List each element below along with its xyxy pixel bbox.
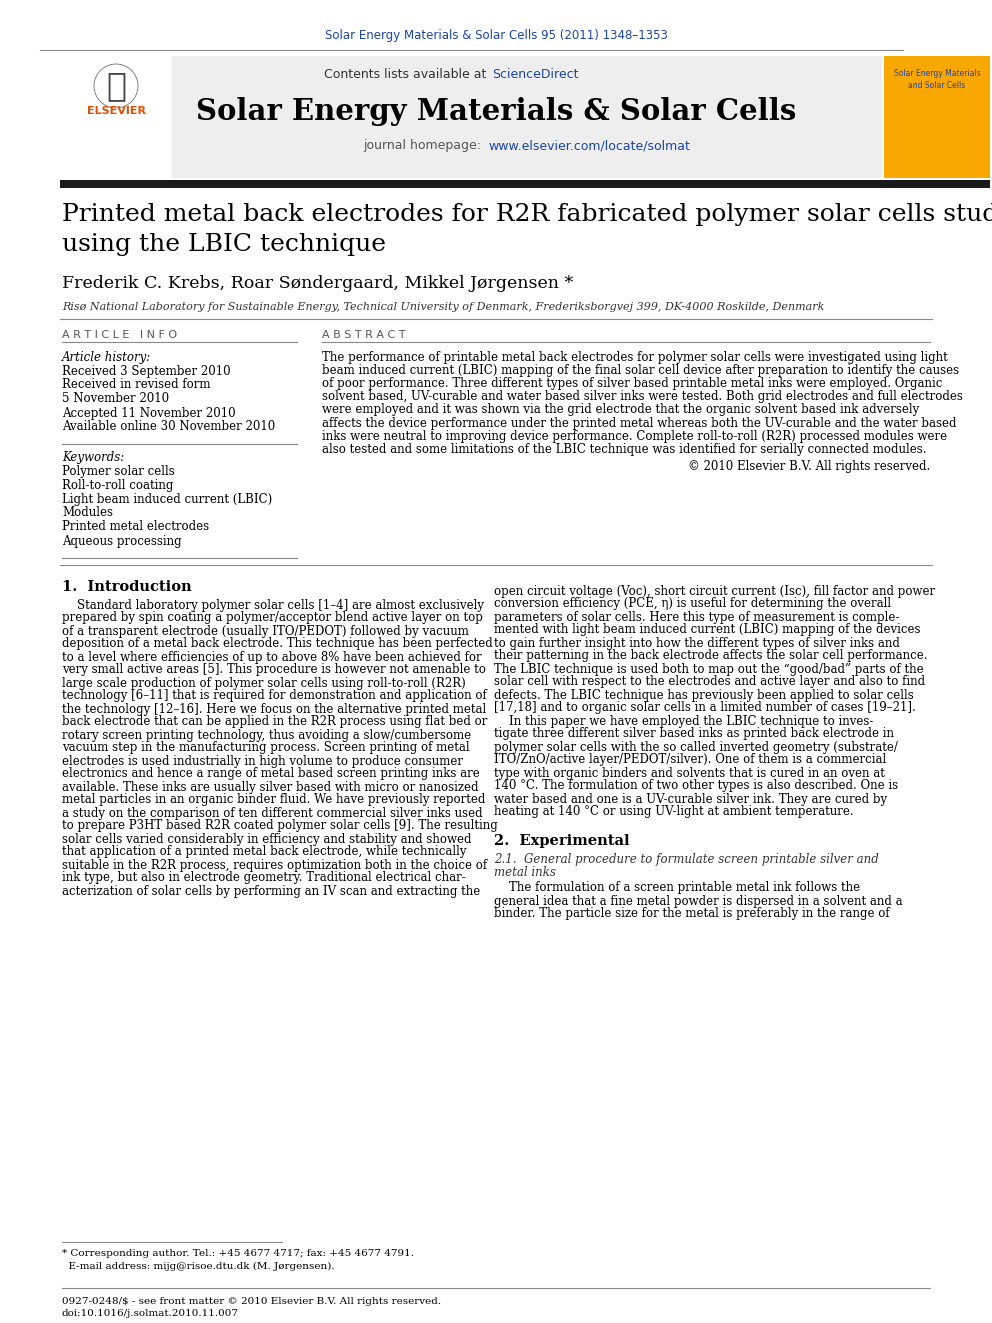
Text: conversion efficiency (PCE, η) is useful for determining the overall: conversion efficiency (PCE, η) is useful… — [494, 598, 891, 610]
Text: vacuum step in the manufacturing process. Screen printing of metal: vacuum step in the manufacturing process… — [62, 741, 469, 754]
Text: solvent based, UV-curable and water based silver inks were tested. Both grid ele: solvent based, UV-curable and water base… — [322, 390, 963, 404]
Text: prepared by spin coating a polymer/acceptor blend active layer on top: prepared by spin coating a polymer/accep… — [62, 611, 483, 624]
Text: 1.  Introduction: 1. Introduction — [62, 579, 191, 594]
Text: journal homepage:: journal homepage: — [363, 139, 485, 152]
Text: 2.1.  General procedure to formulate screen printable silver and: 2.1. General procedure to formulate scre… — [494, 852, 879, 865]
Text: Modules: Modules — [62, 507, 113, 520]
Text: E-mail address: mijg@risoe.dtu.dk (M. Jørgensen).: E-mail address: mijg@risoe.dtu.dk (M. Jø… — [62, 1261, 334, 1270]
Text: Polymer solar cells: Polymer solar cells — [62, 464, 175, 478]
Text: ink type, but also in electrode geometry. Traditional electrical char-: ink type, but also in electrode geometry… — [62, 872, 466, 885]
Text: to prepare P3HT based R2R coated polymer solar cells [9]. The resulting: to prepare P3HT based R2R coated polymer… — [62, 819, 498, 832]
Text: water based and one is a UV-curable silver ink. They are cured by: water based and one is a UV-curable silv… — [494, 792, 887, 806]
Text: Risø National Laboratory for Sustainable Energy, Technical University of Denmark: Risø National Laboratory for Sustainable… — [62, 302, 824, 312]
Text: acterization of solar cells by performing an IV scan and extracting the: acterization of solar cells by performin… — [62, 885, 480, 897]
Bar — [60, 56, 172, 179]
Text: beam induced current (LBIC) mapping of the final solar cell device after prepara: beam induced current (LBIC) mapping of t… — [322, 364, 959, 377]
Text: Received in revised form: Received in revised form — [62, 378, 210, 392]
Text: general idea that a fine metal powder is dispersed in a solvent and a: general idea that a fine metal powder is… — [494, 894, 903, 908]
Text: 5 November 2010: 5 November 2010 — [62, 393, 169, 406]
Text: metal particles in an organic binder fluid. We have previously reported: metal particles in an organic binder flu… — [62, 794, 485, 807]
Text: Printed metal electrodes: Printed metal electrodes — [62, 520, 209, 533]
Text: very small active areas [5]. This procedure is however not amenable to: very small active areas [5]. This proced… — [62, 664, 486, 676]
Text: defects. The LBIC technique has previously been applied to solar cells: defects. The LBIC technique has previous… — [494, 688, 914, 701]
Text: Standard laboratory polymer solar cells [1–4] are almost exclusively: Standard laboratory polymer solar cells … — [62, 598, 484, 611]
Text: A R T I C L E   I N F O: A R T I C L E I N F O — [62, 329, 178, 340]
Text: were employed and it was shown via the grid electrode that the organic solvent b: were employed and it was shown via the g… — [322, 404, 920, 417]
Text: Contents lists available at: Contents lists available at — [323, 67, 490, 81]
Text: A B S T R A C T: A B S T R A C T — [322, 329, 406, 340]
Text: suitable in the R2R process, requires optimization both in the choice of: suitable in the R2R process, requires op… — [62, 859, 487, 872]
Text: tigate three different silver based inks as printed back electrode in: tigate three different silver based inks… — [494, 728, 894, 741]
Text: electronics and hence a range of metal based screen printing inks are: electronics and hence a range of metal b… — [62, 767, 480, 781]
Text: The LBIC technique is used both to map out the “good/bad” parts of the: The LBIC technique is used both to map o… — [494, 663, 924, 676]
Text: to a level where efficiencies of up to above 8% have been achieved for: to a level where efficiencies of up to a… — [62, 651, 482, 664]
Text: binder. The particle size for the metal is preferably in the range of: binder. The particle size for the metal … — [494, 908, 890, 921]
Text: using the LBIC technique: using the LBIC technique — [62, 233, 386, 257]
Text: ELSEVIER: ELSEVIER — [86, 106, 146, 116]
Text: heating at 140 °C or using UV-light at ambient temperature.: heating at 140 °C or using UV-light at a… — [494, 806, 854, 819]
Text: parameters of solar cells. Here this type of measurement is comple-: parameters of solar cells. Here this typ… — [494, 610, 900, 623]
Bar — [884, 56, 990, 179]
Text: 2.  Experimental: 2. Experimental — [494, 833, 630, 848]
Text: of poor performance. Three different types of silver based printable metal inks : of poor performance. Three different typ… — [322, 377, 942, 390]
Text: that application of a printed metal back electrode, while technically: that application of a printed metal back… — [62, 845, 466, 859]
Text: The performance of printable metal back electrodes for polymer solar cells were : The performance of printable metal back … — [322, 351, 947, 364]
Bar — [60, 180, 990, 188]
Text: solar cells varied considerably in efficiency and stability and showed: solar cells varied considerably in effic… — [62, 832, 471, 845]
Text: of a transparent electrode (usually ITO/PEDOT) followed by vacuum: of a transparent electrode (usually ITO/… — [62, 624, 469, 638]
Text: ITO/ZnO/active layer/PEDOT/silver). One of them is a commercial: ITO/ZnO/active layer/PEDOT/silver). One … — [494, 754, 886, 766]
Text: Keywords:: Keywords: — [62, 451, 124, 463]
Text: * Corresponding author. Tel.: +45 4677 4717; fax: +45 4677 4791.: * Corresponding author. Tel.: +45 4677 4… — [62, 1249, 414, 1258]
Text: 0927-0248/$ - see front matter © 2010 Elsevier B.V. All rights reserved.: 0927-0248/$ - see front matter © 2010 El… — [62, 1297, 441, 1306]
Text: to gain further insight into how the different types of silver inks and: to gain further insight into how the dif… — [494, 636, 900, 650]
Text: back electrode that can be applied in the R2R process using flat bed or: back electrode that can be applied in th… — [62, 716, 487, 729]
Text: open circuit voltage (Voc), short circuit current (Isc), fill factor and power: open circuit voltage (Voc), short circui… — [494, 585, 935, 598]
Text: type with organic binders and solvents that is cured in an oven at: type with organic binders and solvents t… — [494, 766, 885, 779]
Text: also tested and some limitations of the LBIC technique was identified for serial: also tested and some limitations of the … — [322, 443, 927, 456]
Text: mented with light beam induced current (LBIC) mapping of the devices: mented with light beam induced current (… — [494, 623, 921, 636]
Text: their patterning in the back electrode affects the solar cell performance.: their patterning in the back electrode a… — [494, 650, 928, 663]
Bar — [60, 56, 882, 179]
Text: Accepted 11 November 2010: Accepted 11 November 2010 — [62, 406, 236, 419]
Text: available. These inks are usually silver based with micro or nanosized: available. These inks are usually silver… — [62, 781, 478, 794]
Text: metal inks: metal inks — [494, 865, 556, 878]
Text: The formulation of a screen printable metal ink follows the: The formulation of a screen printable me… — [494, 881, 860, 894]
Text: Solar Energy Materials: Solar Energy Materials — [894, 70, 980, 78]
Text: Received 3 September 2010: Received 3 September 2010 — [62, 365, 230, 377]
Text: 140 °C. The formulation of two other types is also described. One is: 140 °C. The formulation of two other typ… — [494, 779, 898, 792]
Text: deposition of a metal back electrode. This technique has been perfected: deposition of a metal back electrode. Th… — [62, 638, 493, 651]
Text: Solar Energy Materials & Solar Cells: Solar Energy Materials & Solar Cells — [195, 97, 797, 126]
Text: © 2010 Elsevier B.V. All rights reserved.: © 2010 Elsevier B.V. All rights reserved… — [687, 460, 930, 474]
Text: electrodes is used industrially in high volume to produce consumer: electrodes is used industrially in high … — [62, 754, 463, 767]
Text: rotary screen printing technology, thus avoiding a slow/cumbersome: rotary screen printing technology, thus … — [62, 729, 471, 741]
Text: Article history:: Article history: — [62, 351, 151, 364]
Text: In this paper we have employed the LBIC technique to inves-: In this paper we have employed the LBIC … — [494, 714, 873, 728]
Text: Light beam induced current (LBIC): Light beam induced current (LBIC) — [62, 492, 272, 505]
Text: large scale production of polymer solar cells using roll-to-roll (R2R): large scale production of polymer solar … — [62, 676, 466, 689]
Text: solar cell with respect to the electrodes and active layer and also to find: solar cell with respect to the electrode… — [494, 676, 926, 688]
Text: Roll-to-roll coating: Roll-to-roll coating — [62, 479, 174, 492]
Text: inks were neutral to improving device performance. Complete roll-to-roll (R2R) p: inks were neutral to improving device pe… — [322, 430, 947, 443]
Text: and Solar Cells: and Solar Cells — [909, 82, 965, 90]
Text: Aqueous processing: Aqueous processing — [62, 534, 182, 548]
Text: [17,18] and to organic solar cells in a limited number of cases [19–21].: [17,18] and to organic solar cells in a … — [494, 701, 916, 714]
Text: affects the device performance under the printed metal whereas both the UV-curab: affects the device performance under the… — [322, 417, 956, 430]
Text: 🌲: 🌲 — [106, 70, 126, 102]
Text: a study on the comparison of ten different commercial silver inks used: a study on the comparison of ten differe… — [62, 807, 483, 819]
Text: technology [6–11] that is required for demonstration and application of: technology [6–11] that is required for d… — [62, 689, 487, 703]
Text: Solar Energy Materials & Solar Cells 95 (2011) 1348–1353: Solar Energy Materials & Solar Cells 95 … — [324, 29, 668, 42]
Text: polymer solar cells with the so called inverted geometry (substrate/: polymer solar cells with the so called i… — [494, 741, 898, 754]
Text: ScienceDirect: ScienceDirect — [492, 67, 578, 81]
Text: Printed metal back electrodes for R2R fabricated polymer solar cells studied: Printed metal back electrodes for R2R fa… — [62, 204, 992, 226]
Text: www.elsevier.com/locate/solmat: www.elsevier.com/locate/solmat — [488, 139, 689, 152]
Text: doi:10.1016/j.solmat.2010.11.007: doi:10.1016/j.solmat.2010.11.007 — [62, 1308, 239, 1318]
Text: Available online 30 November 2010: Available online 30 November 2010 — [62, 421, 275, 434]
Text: the technology [12–16]. Here we focus on the alternative printed metal: the technology [12–16]. Here we focus on… — [62, 703, 486, 716]
Text: Frederik C. Krebs, Roar Søndergaard, Mikkel Jørgensen *: Frederik C. Krebs, Roar Søndergaard, Mik… — [62, 274, 573, 291]
